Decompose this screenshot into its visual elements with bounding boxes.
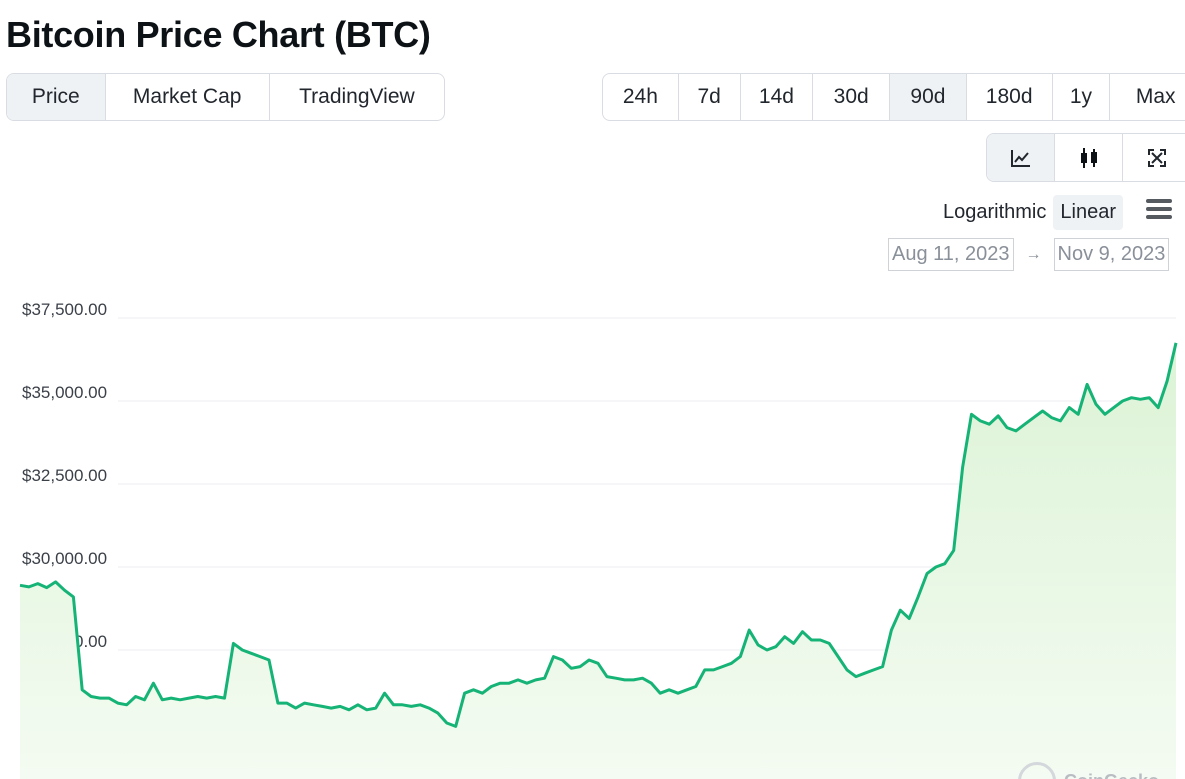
fullscreen-button[interactable] — [1123, 134, 1185, 181]
view-tabs: Price Market Cap TradingView — [6, 73, 445, 121]
date-range: Aug 11, 2023 → Nov 9, 2023 — [888, 238, 1170, 271]
scale-logarithmic[interactable]: Logarithmic — [943, 201, 1047, 223]
range-30d[interactable]: 30d — [813, 74, 891, 120]
coingecko-watermark: CoinGecko — [1018, 762, 1159, 779]
price-line — [19, 342, 1178, 728]
chart-menu-icon[interactable] — [1146, 199, 1172, 221]
y-tick-label: $37,500.00 — [22, 300, 107, 319]
y-tick-label: $32,500.00 — [22, 466, 107, 485]
range-14d[interactable]: 14d — [741, 74, 814, 120]
range-90d[interactable]: 90d — [890, 74, 967, 120]
y-tick-label: $30,000.00 — [22, 549, 107, 568]
range-1y[interactable]: 1y — [1053, 74, 1111, 120]
tab-tradingview[interactable]: TradingView — [299, 85, 415, 108]
range-180d[interactable]: 180d — [967, 74, 1053, 120]
range-tabs: 24h 7d 14d 30d 90d 180d 1y Max — [602, 73, 1185, 121]
scale-toggle: Logarithmic Linear — [936, 195, 1123, 230]
line-chart-icon — [1010, 149, 1030, 167]
line-chart-button[interactable] — [987, 134, 1055, 181]
scale-linear[interactable]: Linear — [1053, 195, 1123, 230]
price-area — [20, 342, 1176, 779]
date-to-input[interactable]: Nov 9, 2023 — [1053, 238, 1170, 271]
chart-type-tabs — [986, 133, 1185, 182]
range-max[interactable]: Max — [1135, 85, 1176, 108]
y-tick-label: $35,000.00 — [22, 383, 107, 402]
tab-price[interactable]: Price — [7, 74, 106, 120]
page-title: Bitcoin Price Chart (BTC) — [6, 14, 431, 55]
coingecko-logo-icon — [1018, 762, 1056, 779]
tab-market-cap[interactable]: Market Cap — [106, 74, 270, 120]
candlestick-button[interactable] — [1055, 134, 1123, 181]
arrow-right-icon: → — [1025, 245, 1042, 263]
range-24h[interactable]: 24h — [603, 74, 679, 120]
candlestick-icon — [1080, 147, 1097, 168]
range-7d[interactable]: 7d — [679, 74, 741, 120]
date-from-input[interactable]: Aug 11, 2023 — [888, 238, 1014, 271]
fullscreen-icon — [1148, 148, 1166, 167]
price-chart: $25,000.00$27,500.00$30,000.00$32,500.00… — [19, 300, 1178, 779]
